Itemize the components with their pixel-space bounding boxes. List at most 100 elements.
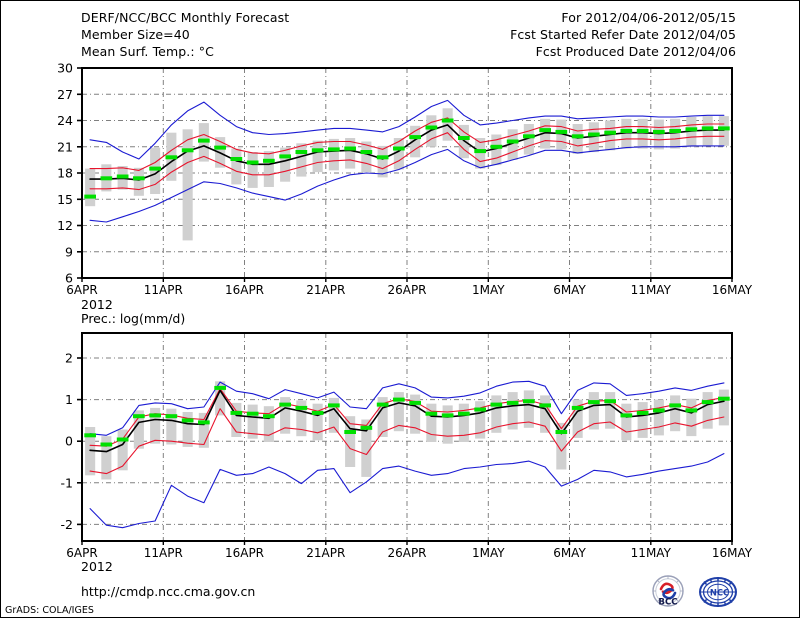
source-url[interactable]: http://cmdp.ncc.cma.gov.cn xyxy=(81,584,256,599)
range-bar xyxy=(198,412,209,448)
observed-marker xyxy=(263,158,275,163)
temp-unit-label: Mean Surf. Temp.: °C xyxy=(81,44,214,59)
logo-group: BCC xyxy=(646,573,751,613)
member-size-label: Member Size=40 xyxy=(81,27,190,42)
range-bar xyxy=(393,138,404,170)
header-right-block: For 2012/04/06-2012/05/15 Fcst Started R… xyxy=(510,9,736,60)
range-bar xyxy=(588,392,599,430)
prec-unit-label: Prec.: log(mm/d) xyxy=(81,311,186,326)
observed-marker xyxy=(311,148,324,153)
x-axis-tick-label: 11APR xyxy=(144,546,183,560)
grid-lines xyxy=(82,67,732,279)
observed-marker xyxy=(571,134,584,139)
observed-marker xyxy=(214,145,226,150)
temp-axis-year-label: 2012 xyxy=(81,297,113,312)
observed-marker xyxy=(133,176,145,181)
range-bar xyxy=(150,147,161,194)
range-bar xyxy=(231,148,242,185)
range-bar xyxy=(182,412,193,447)
range-bar xyxy=(507,392,518,430)
observed-marker xyxy=(506,400,519,405)
observed-marker xyxy=(328,147,340,152)
series-line-mean-1-sigma xyxy=(89,388,725,447)
range-bar xyxy=(296,400,307,437)
observed-marker xyxy=(181,148,194,153)
x-axis-tick-label: 11APR xyxy=(144,283,183,297)
observed-marker xyxy=(133,414,145,419)
range-bar xyxy=(475,401,486,439)
observed-marker xyxy=(701,400,714,405)
y-axis-tick-label: 0 xyxy=(65,434,73,449)
range-bar xyxy=(393,392,404,432)
precipitation-chart: -2 -1 0 1 2 6APR 11APR 16APR 21APR 26APR 1MAY 6MAY 1… xyxy=(1,301,800,571)
range-bar xyxy=(280,397,291,434)
observed-marker xyxy=(279,154,291,159)
observed-marker xyxy=(636,129,649,133)
x-axis-tick-label: 16MAY xyxy=(712,546,753,560)
observed-marker xyxy=(555,430,568,434)
range-bar xyxy=(718,389,729,426)
range-bar xyxy=(182,129,193,241)
range-bar xyxy=(686,117,697,147)
fcst-produced-date-label: Fcst Produced Date 2012/04/06 xyxy=(535,44,736,59)
y-axis-tick-label: -2 xyxy=(61,517,73,532)
observed-marker xyxy=(441,118,454,123)
x-axis-tick-label: 6APR xyxy=(66,283,97,297)
series-line-mean-1-sigma xyxy=(89,408,725,475)
observed-marker xyxy=(116,437,129,442)
observed-marker xyxy=(588,400,600,405)
header-left-block: DERF/NCC/BCC Monthly Forecast Member Siz… xyxy=(81,9,289,60)
observed-marker xyxy=(604,399,616,404)
range-bar xyxy=(247,152,258,188)
x-axis-tick-label: 6MAY xyxy=(553,283,586,297)
y-axis-tick-label: 12 xyxy=(57,218,73,233)
observed-marker xyxy=(701,126,714,131)
observed-marker xyxy=(523,134,535,139)
range-bar xyxy=(117,429,128,471)
y-axis-tick-label: 30 xyxy=(57,61,73,76)
range-bar xyxy=(215,381,226,416)
x-axis-tick-label: 11MAY xyxy=(631,283,672,297)
observed-marker xyxy=(620,129,633,133)
observed-marker xyxy=(653,408,665,413)
observed-marker xyxy=(198,138,210,143)
range-bar xyxy=(410,394,421,434)
range-bar xyxy=(410,125,421,158)
series-group xyxy=(89,99,725,223)
fcst-started-date-label: Fcst Started Refer Date 2012/04/05 xyxy=(510,27,736,42)
range-bar xyxy=(377,397,388,437)
range-bar-group xyxy=(85,381,729,480)
range-bar xyxy=(263,151,274,187)
x-axis-tick-label: 6MAY xyxy=(553,546,586,560)
range-bar xyxy=(670,118,681,149)
range-bar xyxy=(523,390,534,428)
observed-marker xyxy=(181,418,194,423)
ncc-logo: NCC xyxy=(696,573,740,613)
observed-marker xyxy=(669,129,681,133)
range-bar xyxy=(491,134,502,166)
range-bar xyxy=(507,129,518,160)
observed-marker xyxy=(165,414,178,419)
observed-marker xyxy=(246,411,259,416)
range-bar xyxy=(280,147,291,182)
observed-marker xyxy=(604,130,616,135)
observed-marker xyxy=(636,410,649,415)
observed-marker xyxy=(685,127,698,132)
range-bar xyxy=(312,403,323,441)
x-axis-tick-label: 21APR xyxy=(306,546,345,560)
y-axis-tick-label: -1 xyxy=(61,475,73,490)
y-axis-tick-label: 9 xyxy=(65,244,73,259)
bcc-logo: BCC xyxy=(646,573,690,613)
range-bar xyxy=(605,120,616,151)
series-line-ensemble-mean xyxy=(89,389,725,453)
range-bar xyxy=(475,138,486,169)
series-line-ensemble-max xyxy=(89,380,725,436)
range-bar xyxy=(718,116,729,146)
observed-marker xyxy=(441,413,454,418)
range-bar xyxy=(572,124,583,154)
bcc-logo-text: BCC xyxy=(658,598,677,608)
y-axis-tick-label: 27 xyxy=(57,87,73,102)
ncc-logo-text: NCC xyxy=(710,587,729,597)
range-bar xyxy=(556,422,567,470)
